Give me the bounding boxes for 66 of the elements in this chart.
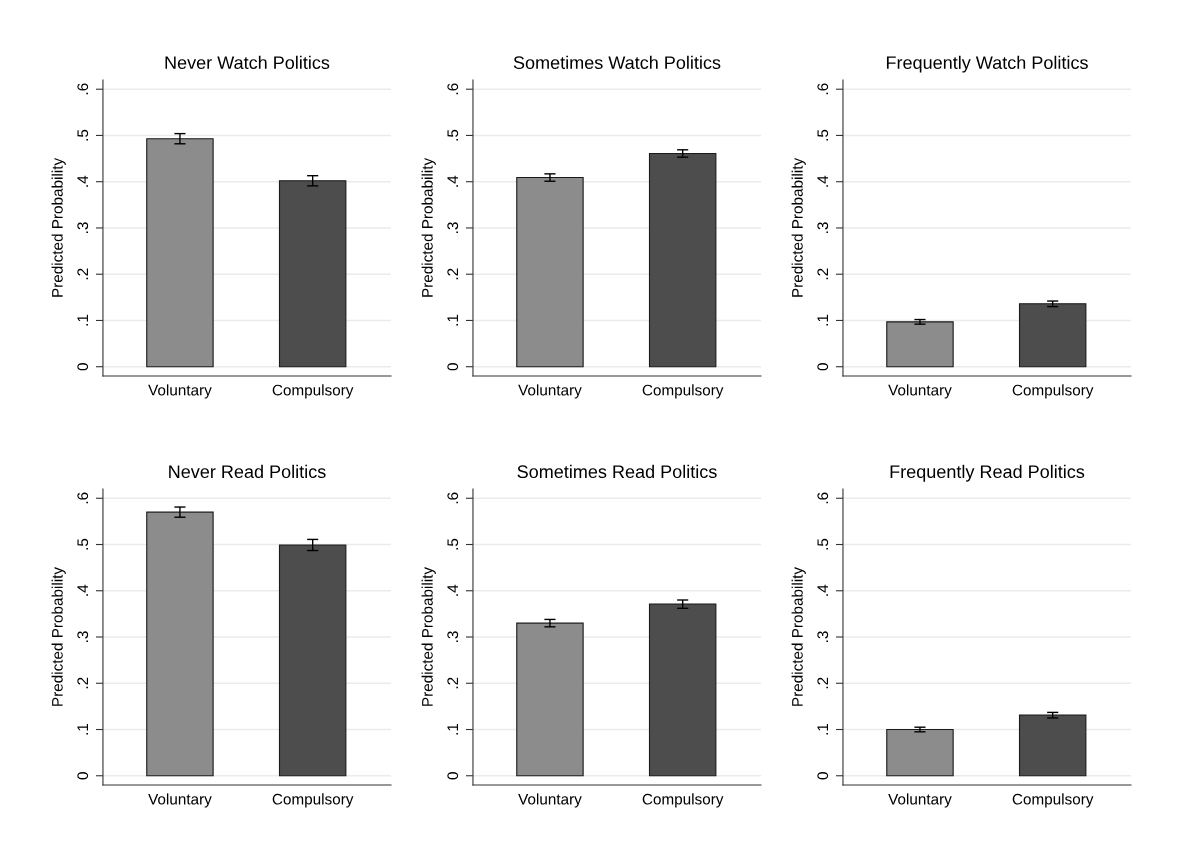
chart-title: Sometimes Read Politics bbox=[517, 464, 717, 479]
y-tick-label: .4 bbox=[447, 175, 458, 187]
x-tick-label: Compulsory bbox=[1012, 793, 1094, 808]
y-tick-label: .3 bbox=[817, 631, 829, 642]
x-tick-label: Compulsory bbox=[1012, 384, 1094, 399]
y-tick-label: .1 bbox=[77, 314, 88, 326]
chart-title: Never Read Politics bbox=[169, 464, 326, 479]
x-tick-label: Compulsory bbox=[642, 793, 724, 808]
y-tick-label: .6 bbox=[77, 492, 89, 504]
y-tick-label: .3 bbox=[817, 222, 829, 233]
y-tick-label: .3 bbox=[447, 631, 459, 642]
x-tick-label: Voluntary bbox=[888, 793, 952, 808]
y-tick-label: .4 bbox=[447, 584, 458, 596]
y-tick-label: .4 bbox=[817, 584, 828, 596]
chart-title: Frequently Watch Politics bbox=[886, 55, 1088, 73]
y-axis-title: Predicted Probability bbox=[51, 157, 66, 297]
x-tick-label: Compulsory bbox=[642, 384, 724, 399]
y-tick-label: .5 bbox=[447, 129, 459, 141]
y-tick-label: .1 bbox=[447, 314, 458, 326]
y-axis-title: Predicted Probability bbox=[791, 566, 806, 706]
y-axis-title: Predicted Probability bbox=[421, 157, 436, 297]
y-axis-title: Predicted Probability bbox=[791, 157, 806, 297]
y-tick-label: .5 bbox=[817, 538, 829, 550]
y-tick-label: 0 bbox=[447, 363, 459, 371]
y-tick-label: .6 bbox=[817, 492, 829, 504]
x-tick-label: Voluntary bbox=[518, 793, 582, 808]
y-tick-label: .2 bbox=[77, 677, 88, 689]
y-axis-title: Predicted Probability bbox=[421, 566, 436, 706]
y-tick-label: .1 bbox=[447, 723, 458, 735]
y-tick-label: .4 bbox=[77, 584, 88, 596]
y-tick-label: 0 bbox=[817, 772, 829, 780]
x-tick-label: Compulsory bbox=[272, 793, 354, 808]
y-tick-label: .3 bbox=[77, 222, 89, 233]
y-tick-label: .3 bbox=[447, 222, 459, 233]
chart-title: Never Watch Politics bbox=[165, 55, 330, 70]
y-tick-label: .2 bbox=[77, 268, 88, 280]
chart-title: Frequently Read Politics bbox=[890, 464, 1085, 482]
y-tick-label: .4 bbox=[77, 175, 88, 187]
y-tick-label: 0 bbox=[77, 772, 89, 780]
y-tick-label: .1 bbox=[77, 723, 88, 735]
y-tick-label: .6 bbox=[447, 492, 459, 504]
y-tick-label: .6 bbox=[447, 83, 459, 95]
y-tick-label: .5 bbox=[77, 129, 89, 141]
x-tick-label: Voluntary bbox=[518, 384, 582, 399]
y-tick-label: .6 bbox=[817, 83, 829, 95]
y-tick-label: .6 bbox=[77, 83, 89, 95]
y-tick-label: .1 bbox=[817, 314, 828, 326]
x-tick-label: Compulsory bbox=[272, 384, 354, 399]
y-tick-label: .4 bbox=[817, 175, 828, 187]
y-tick-label: .2 bbox=[447, 268, 458, 280]
y-tick-label: .2 bbox=[447, 677, 458, 689]
y-tick-label: 0 bbox=[447, 772, 459, 780]
y-tick-label: .3 bbox=[77, 631, 89, 642]
y-tick-label: .2 bbox=[817, 268, 828, 280]
y-tick-label: 0 bbox=[817, 363, 829, 371]
y-tick-label: 0 bbox=[77, 363, 89, 371]
y-tick-label: .2 bbox=[817, 677, 828, 689]
chart-title: Sometimes Watch Politics bbox=[513, 55, 721, 70]
y-tick-label: .1 bbox=[817, 723, 828, 735]
y-axis-title: Predicted Probability bbox=[51, 566, 66, 706]
x-tick-label: Voluntary bbox=[888, 384, 952, 399]
x-tick-label: Voluntary bbox=[148, 384, 212, 399]
y-tick-label: .5 bbox=[447, 538, 459, 550]
y-tick-label: .5 bbox=[817, 129, 829, 141]
x-tick-label: Voluntary bbox=[148, 793, 212, 808]
y-tick-label: .5 bbox=[77, 538, 89, 550]
